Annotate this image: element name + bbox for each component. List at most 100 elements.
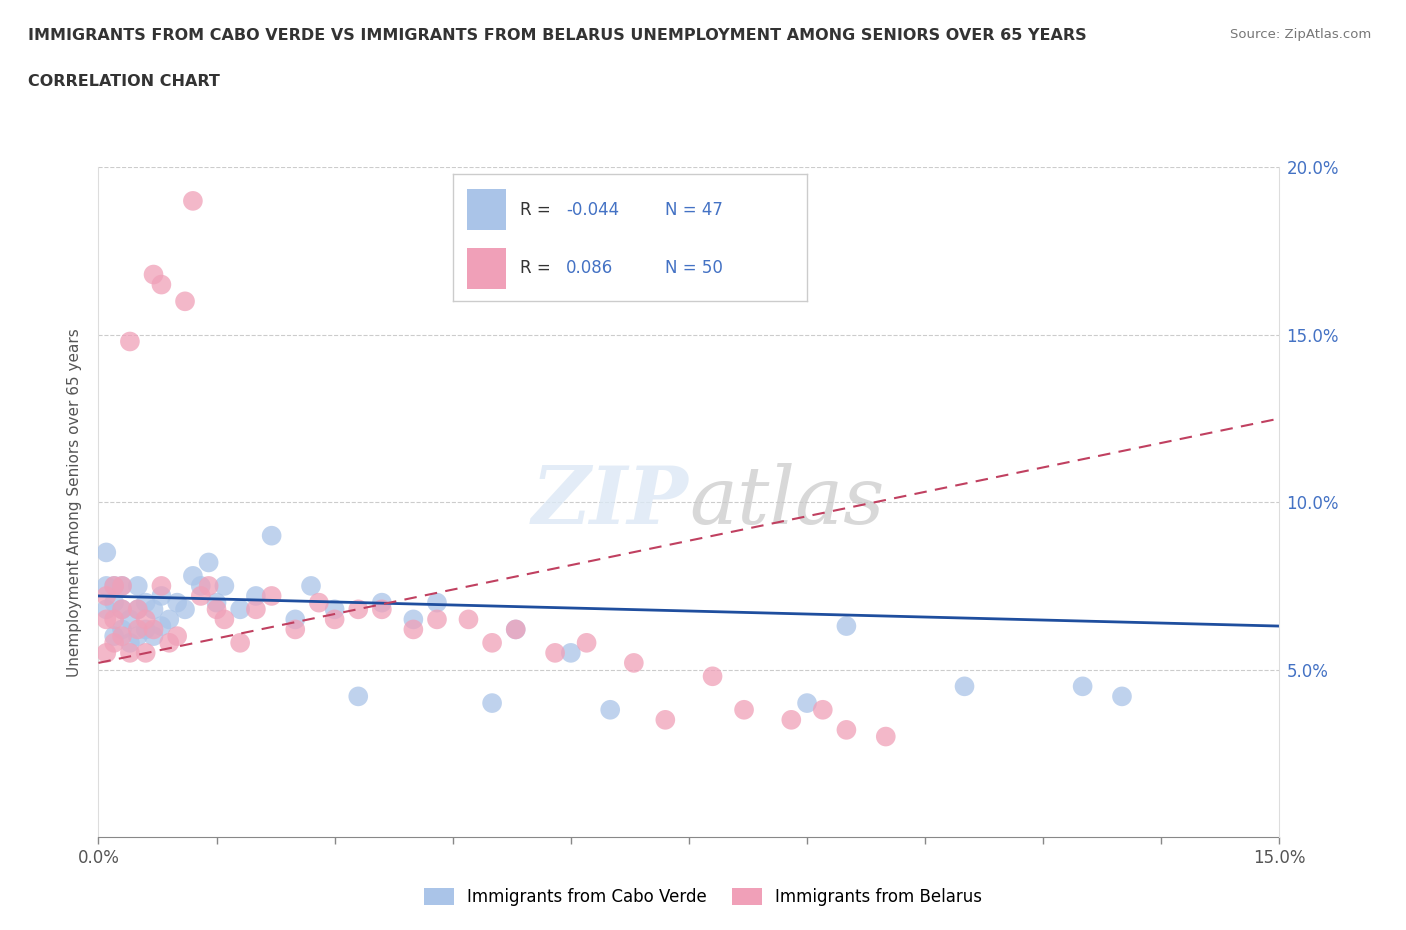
Point — [96, 602, 118, 617]
Point — [260, 589, 283, 604]
Point — [142, 267, 165, 282]
Point — [205, 602, 228, 617]
Point — [205, 595, 228, 610]
Point — [150, 618, 173, 633]
Point — [811, 702, 834, 717]
Point — [157, 612, 180, 627]
Point — [111, 578, 134, 593]
Point — [150, 578, 173, 593]
Point — [190, 589, 212, 604]
Point — [127, 578, 149, 593]
Point — [1111, 689, 1133, 704]
Point — [96, 545, 118, 560]
Point — [481, 635, 503, 650]
Point — [654, 712, 676, 727]
Point — [505, 622, 527, 637]
Point — [323, 612, 346, 627]
Point — [229, 635, 252, 650]
Text: atlas: atlas — [689, 463, 884, 541]
Point — [174, 602, 197, 617]
Point — [481, 696, 503, 711]
Point — [135, 645, 157, 660]
Point — [111, 622, 134, 637]
Point — [135, 622, 157, 637]
Point — [150, 589, 173, 604]
Point — [835, 723, 858, 737]
Text: IMMIGRANTS FROM CABO VERDE VS IMMIGRANTS FROM BELARUS UNEMPLOYMENT AMONG SENIORS: IMMIGRANTS FROM CABO VERDE VS IMMIGRANTS… — [28, 28, 1087, 43]
Point — [371, 602, 394, 617]
Point — [111, 602, 134, 617]
Point — [875, 729, 897, 744]
Point — [560, 645, 582, 660]
Point — [214, 612, 236, 627]
Text: ZIP: ZIP — [531, 463, 689, 541]
Point — [127, 629, 149, 644]
Point — [181, 193, 204, 208]
Point — [347, 689, 370, 704]
Point — [142, 622, 165, 637]
Point — [181, 568, 204, 583]
Point — [118, 612, 141, 627]
Point — [953, 679, 976, 694]
Legend: Immigrants from Cabo Verde, Immigrants from Belarus: Immigrants from Cabo Verde, Immigrants f… — [418, 881, 988, 912]
Point — [402, 622, 425, 637]
Point — [166, 595, 188, 610]
Point — [118, 334, 141, 349]
Point — [575, 635, 598, 650]
Point — [347, 602, 370, 617]
Point — [299, 578, 322, 593]
Point — [103, 629, 125, 644]
Point — [103, 612, 125, 627]
Point — [402, 612, 425, 627]
Point — [197, 555, 219, 570]
Point — [127, 622, 149, 637]
Point — [457, 612, 479, 627]
Point — [111, 629, 134, 644]
Point — [780, 712, 803, 727]
Point — [135, 595, 157, 610]
Point — [197, 578, 219, 593]
Point — [229, 602, 252, 617]
Point — [127, 602, 149, 617]
Point — [371, 595, 394, 610]
Point — [260, 528, 283, 543]
Point — [103, 578, 125, 593]
Point — [426, 595, 449, 610]
Y-axis label: Unemployment Among Seniors over 65 years: Unemployment Among Seniors over 65 years — [67, 328, 83, 677]
Point — [96, 612, 118, 627]
Point — [308, 595, 330, 610]
Point — [284, 622, 307, 637]
Point — [103, 595, 125, 610]
Point — [835, 618, 858, 633]
Point — [544, 645, 567, 660]
Point — [323, 602, 346, 617]
Point — [284, 612, 307, 627]
Point — [135, 612, 157, 627]
Point — [599, 702, 621, 717]
Text: CORRELATION CHART: CORRELATION CHART — [28, 74, 219, 89]
Point — [96, 589, 118, 604]
Point — [103, 578, 125, 593]
Point — [150, 277, 173, 292]
Point — [118, 635, 141, 650]
Point — [1071, 679, 1094, 694]
Point — [214, 578, 236, 593]
Point — [505, 622, 527, 637]
Point — [111, 578, 134, 593]
Point — [127, 602, 149, 617]
Point — [142, 629, 165, 644]
Point — [157, 635, 180, 650]
Point — [174, 294, 197, 309]
Point — [190, 578, 212, 593]
Point — [103, 635, 125, 650]
Text: Source: ZipAtlas.com: Source: ZipAtlas.com — [1230, 28, 1371, 41]
Point — [111, 602, 134, 617]
Point — [118, 645, 141, 660]
Point — [245, 602, 267, 617]
Point — [245, 589, 267, 604]
Point — [96, 645, 118, 660]
Point — [623, 656, 645, 671]
Point — [166, 629, 188, 644]
Point — [733, 702, 755, 717]
Point — [796, 696, 818, 711]
